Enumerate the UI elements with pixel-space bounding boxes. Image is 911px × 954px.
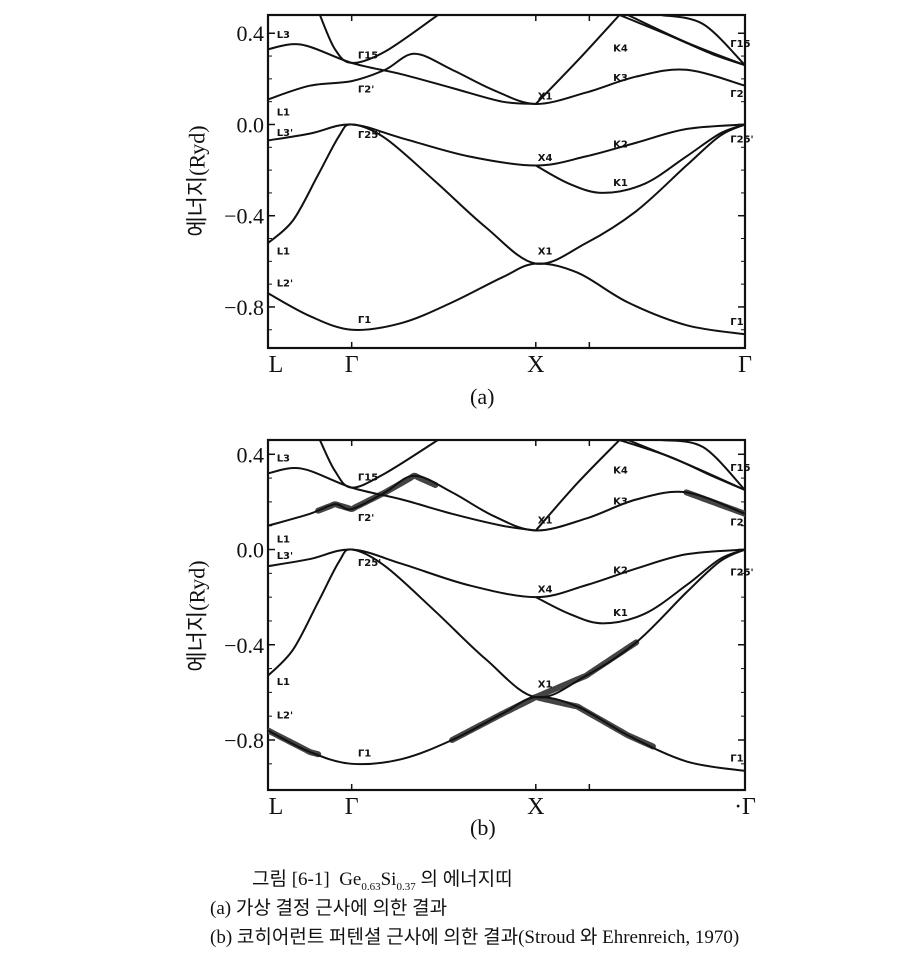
band-line-band-3: [268, 548, 745, 599]
bands: [268, 440, 745, 772]
y-tick-label: 0.0: [237, 538, 265, 563]
caption-ge-sub: 0.63: [361, 880, 381, 893]
symmetry-point-label: K2: [613, 565, 628, 576]
band-line-band-2: [268, 548, 745, 699]
symmetry-point-label: Γ25': [730, 135, 753, 146]
x-tick-label: Γ: [345, 352, 359, 378]
symmetry-point-label: L3: [277, 30, 290, 41]
symmetry-point-label: L1: [277, 534, 290, 545]
y-tick-label: −0.8: [224, 295, 264, 320]
caption-line-a: (a) 가상 결정 근사에 의한 결과: [210, 898, 448, 919]
bands: [268, 15, 745, 336]
band-line-band-9: [661, 440, 745, 491]
figure-caption-title: 그림 [6-1] Ge0.63Si0.37 의 에너지띠: [252, 864, 513, 893]
x-tick-label: X: [527, 352, 544, 378]
symmetry-point-label: Γ1: [730, 317, 743, 328]
band-line-band-3b: [535, 123, 745, 194]
symmetry-point-label: Γ15: [358, 472, 378, 483]
symmetry-point-label: K1: [613, 608, 628, 619]
symmetry-point-label: K3: [613, 496, 628, 507]
x-tick-label: Γ: [738, 352, 752, 378]
y-tick-label: −0.8: [224, 728, 264, 753]
symmetry-point-label: Γ2: [730, 518, 743, 529]
band-line-band-5: [268, 43, 536, 105]
chart-a-plot: 0.4 0.0 −0.4 −0.8 L Γ X Γ L3 Γ15 Γ2' L1 L3' Γ25' L1 L2'…: [224, 13, 754, 378]
band-line-band-5: [268, 467, 536, 532]
y-tick-label: 0.4: [237, 21, 265, 46]
band-structure-chart-b: 0.4 0.0 −0.4 −0.8 L Γ X ·Γ L3 Γ15 Γ2' L1 L3' Γ25' L1 L2…: [184, 438, 756, 840]
band-line-band-3: [268, 123, 745, 167]
symmetry-point-label: X4: [538, 153, 553, 164]
symmetry-point-label: L3: [277, 453, 290, 464]
band-line-band-8: [627, 15, 745, 67]
symmetry-point-label: X1: [538, 91, 553, 102]
y-tick-label: −0.4: [224, 204, 264, 229]
symmetry-point-label: X1: [538, 246, 553, 257]
caption-prefix: 그림 [6-1]: [252, 869, 330, 890]
band-line-band-6: [318, 440, 439, 489]
symmetry-point-label: Γ25': [358, 558, 381, 569]
band-line-band-2: [268, 123, 745, 265]
x-tick-label: ·Γ: [734, 794, 756, 820]
band-line-band-1: [268, 695, 745, 772]
symmetry-point-label: Γ2: [730, 89, 743, 100]
symmetry-point-label: X4: [538, 584, 553, 595]
band-line-band-9: [661, 15, 745, 66]
x-tick-label: L: [269, 794, 284, 820]
x-tick-label: X: [527, 794, 544, 820]
symmetry-point-label: K4: [613, 43, 628, 54]
plot-frame: [266, 13, 747, 350]
symmetry-point-label: Γ25': [730, 568, 753, 579]
x-tick-label: Γ: [345, 794, 359, 820]
caption-si: Si: [380, 869, 397, 890]
symmetry-point-label: Γ1: [730, 753, 743, 764]
band-line-band-8: [627, 440, 745, 491]
symmetry-point-label: Γ1: [358, 315, 371, 326]
y-tick-label: 0.4: [237, 442, 265, 467]
band-line-band-1: [268, 262, 745, 336]
caption-line-b: (b) 코히어런트 퍼텐셜 근사에 의한 결과(Stroud 와 Ehrenre…: [210, 927, 740, 948]
symmetry-point-label: Γ2': [358, 85, 374, 96]
symmetry-point-label: X1: [538, 680, 553, 691]
symmetry-point-label: K2: [613, 139, 628, 150]
caption-ge: Ge: [339, 869, 362, 890]
symmetry-point-label: L1: [277, 246, 290, 257]
symmetry-point-label: L2': [277, 278, 293, 289]
symmetry-point-label: Γ2': [358, 513, 374, 524]
symmetry-point-label: Γ15: [358, 50, 378, 61]
band-line-band-5b: [535, 440, 621, 532]
broadened-band-region: [449, 694, 656, 750]
symmetry-point-label: K3: [613, 73, 628, 84]
chart-b-subtitle: (b): [470, 815, 496, 840]
band-line-band-4: [268, 474, 745, 532]
chart-b-plot: 0.4 0.0 −0.4 −0.8 L Γ X ·Γ L3 Γ15 Γ2' L1 L3' Γ25' L1 L2…: [224, 438, 756, 820]
symmetry-point-label: L3': [277, 128, 293, 139]
symmetry-point-label: L2': [277, 711, 293, 722]
caption-si-sub: 0.37: [396, 880, 416, 893]
y-axis-label-b: 에너지(Ryd): [184, 560, 210, 672]
symmetry-point-label: Γ25': [358, 130, 381, 141]
symmetry-point-label: L1: [277, 677, 290, 688]
symmetry-point-label: K4: [613, 465, 628, 476]
y-tick-label: 0.0: [237, 112, 265, 137]
y-tick-label: −0.4: [224, 633, 264, 658]
chart-a-subtitle: (a): [470, 384, 495, 409]
symmetry-point-label: Γ1: [358, 749, 371, 760]
symmetry-point-label: L1: [277, 107, 290, 118]
symmetry-point-label: K1: [613, 178, 628, 189]
band-line-band-6: [318, 15, 439, 64]
band-line-band-4: [268, 52, 745, 105]
symmetry-point-label: Γ15: [730, 463, 750, 474]
band-line-band-3b: [535, 548, 745, 625]
symmetry-point-label: L3': [277, 551, 293, 562]
band-line-band-5b: [535, 15, 621, 105]
plot-frame: [266, 438, 747, 792]
symmetry-point-label: X1: [538, 515, 553, 526]
x-tick-label: L: [269, 352, 284, 378]
caption-suffix: 의 에너지띠: [420, 869, 513, 890]
symmetry-point-label: Γ15: [730, 39, 750, 50]
band-structure-chart-a: 0.4 0.0 −0.4 −0.8 L Γ X Γ L3 Γ15 Γ2' L1 L3' Γ25' L1 L2'…: [0, 0, 911, 420]
